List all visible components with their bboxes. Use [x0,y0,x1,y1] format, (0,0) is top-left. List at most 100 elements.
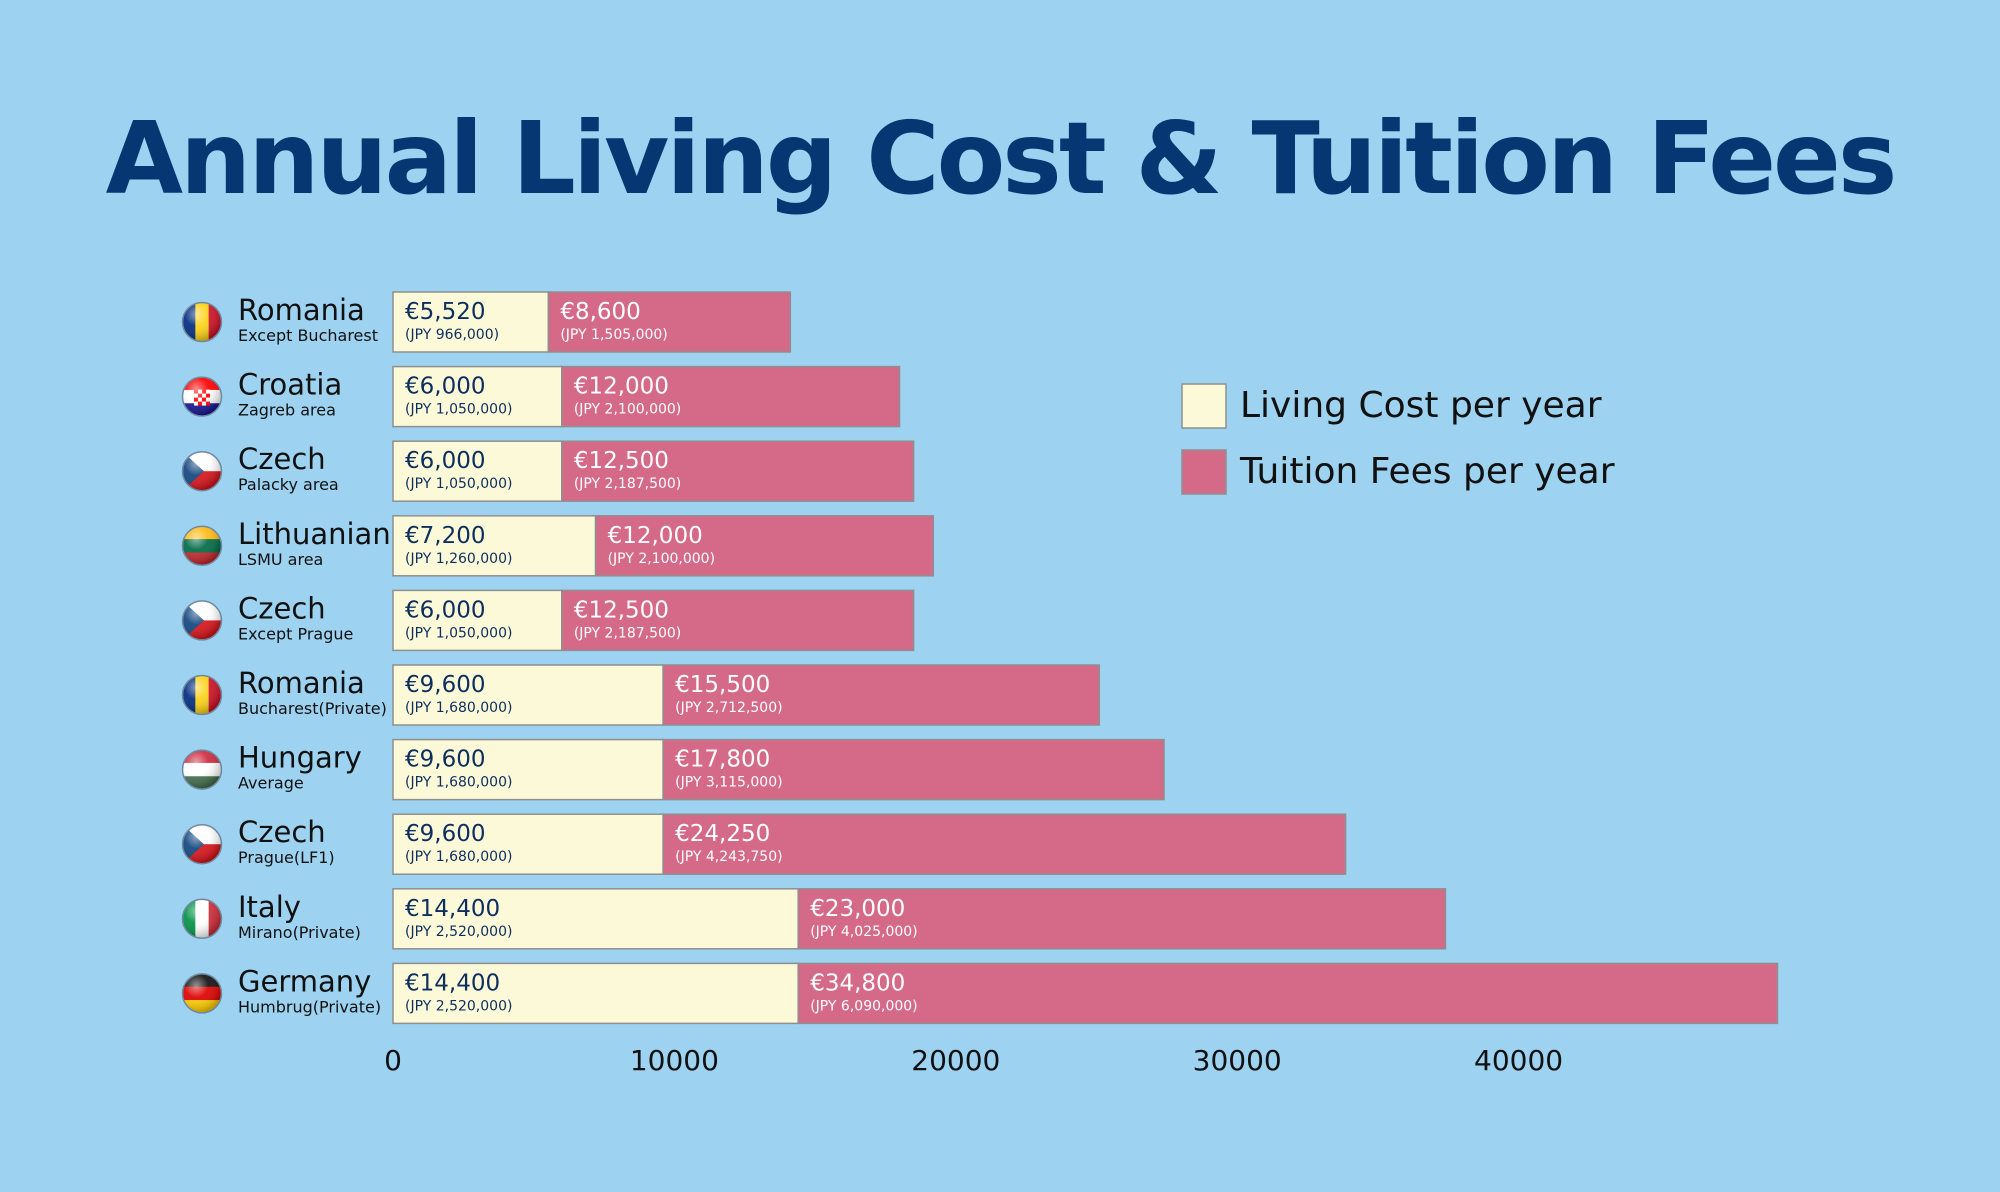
country-label: Italy [238,890,301,924]
x-tick-label: 20000 [911,1044,1000,1077]
x-tick-label: 10000 [630,1044,719,1077]
tuition-fee-bar [797,888,1447,950]
x-tick-label: 0 [384,1044,402,1077]
living-cost-bar [392,515,597,577]
legend-item: Living Cost per year [1181,383,1602,429]
tuition-fee-jpy-label: (JPY 2,100,000) [574,402,681,418]
country-label: Croatia [238,368,342,402]
region-label: Humbrug(Private) [238,997,381,1016]
region-label: Average [238,774,304,793]
living-cost-swatch [1181,383,1227,429]
tuition-fee-jpy-label: (JPY 4,243,750) [675,849,782,865]
living-cost-label: €14,400 [405,896,500,922]
tuition-fee-bar [547,291,792,353]
tuition-fee-jpy-label: (JPY 2,712,500) [675,700,782,716]
flag-ring [181,749,223,790]
tuition-fee-jpy-label: (JPY 3,115,000) [675,775,782,791]
tuition-fee-jpy-label: (JPY 1,505,000) [560,327,667,343]
flag-shine [183,452,221,491]
x-tick-label: 30000 [1193,1044,1282,1077]
living-cost-jpy-label: (JPY 1,050,000) [405,625,512,641]
living-cost-jpy-label: (JPY 1,260,000) [405,551,512,567]
region-label: Prague(LF1) [238,848,335,867]
tuition-fee-label: €12,000 [574,374,669,400]
czech-flag-icon [181,600,223,641]
country-label: Hungary [238,741,362,775]
flag-shine [183,750,221,789]
tuition-fee-label: €12,500 [574,597,669,623]
tuition-fee-bar [797,962,1779,1025]
flag-shine [183,676,221,714]
legend-item: Tuition Fees per year [1181,449,1615,495]
living-cost-jpy-label: (JPY 1,050,000) [405,476,512,492]
living-cost-label: €5,520 [405,299,485,325]
flag-shine [183,825,221,864]
living-cost-jpy-label: (JPY 2,520,000) [405,998,512,1014]
legend-label: Tuition Fees per year [1239,451,1615,492]
x-tick-label: 40000 [1474,1044,1563,1077]
tuition-fee-jpy-label: (JPY 6,090,000) [810,998,917,1014]
tuition-fee-label: €24,250 [675,821,770,847]
flag-shine [183,377,221,416]
region-label: Except Prague [238,624,353,643]
tuition-fee-bar [662,664,1101,726]
flag-shine [183,303,221,341]
living-cost-bar [392,962,799,1025]
living-cost-label: €9,600 [405,747,485,773]
germany-flag-icon [181,973,223,1014]
living-cost-bar [392,365,563,428]
living-cost-bar [392,813,664,875]
living-cost-bar [392,738,664,801]
living-cost-jpy-label: (JPY 2,520,000) [405,924,512,940]
tuition-fee-bar [561,589,915,652]
tuition-fee-jpy-label: (JPY 4,025,000) [810,924,917,940]
tuition-fee-jpy-label: (JPY 2,187,500) [574,625,681,641]
living-cost-label: €6,000 [405,597,485,623]
romania-flag-icon [181,674,223,716]
living-cost-label: €6,000 [405,448,485,474]
flag-ring [181,376,223,417]
czech-flag-icon [181,823,223,865]
living-cost-bar [392,589,563,652]
flag-ring [181,301,223,343]
region-label: Palacky area [238,475,339,494]
living-cost-jpy-label: (JPY 1,680,000) [405,849,512,865]
region-label: Zagreb area [238,401,336,420]
flag-ring [181,525,223,567]
living-cost-label: €14,400 [405,970,500,996]
flag-shine [183,974,221,1013]
chart-title: Annual Living Cost & Tuition Fees [105,100,1898,217]
flag-shine [183,899,221,938]
living-cost-jpy-label: (JPY 1,680,000) [405,700,512,716]
lithuania-flag-icon [181,525,223,567]
country-label: Czech [238,591,326,625]
tuition-fee-label: €23,000 [810,896,905,922]
tuition-fee-bar [594,515,935,577]
country-label: Romania [238,666,365,700]
region-label: Mirano(Private) [238,923,361,942]
tuition-fee-jpy-label: (JPY 2,187,500) [574,476,681,492]
flag-shine [183,526,221,565]
tuition-fee-label: €12,500 [574,448,669,474]
region-label: LSMU area [238,550,323,569]
legend: Living Cost per year Tuition Fees per yea… [1181,383,1615,495]
flag-ring [181,674,223,716]
country-label: Czech [238,442,326,476]
hungary-flag-icon [181,749,223,790]
tuition-fee-bar [662,813,1347,875]
region-label: Bucharest(Private) [238,699,387,718]
living-cost-label: €7,200 [405,523,485,549]
flag-ring [181,898,223,940]
flag-shine [183,601,221,640]
